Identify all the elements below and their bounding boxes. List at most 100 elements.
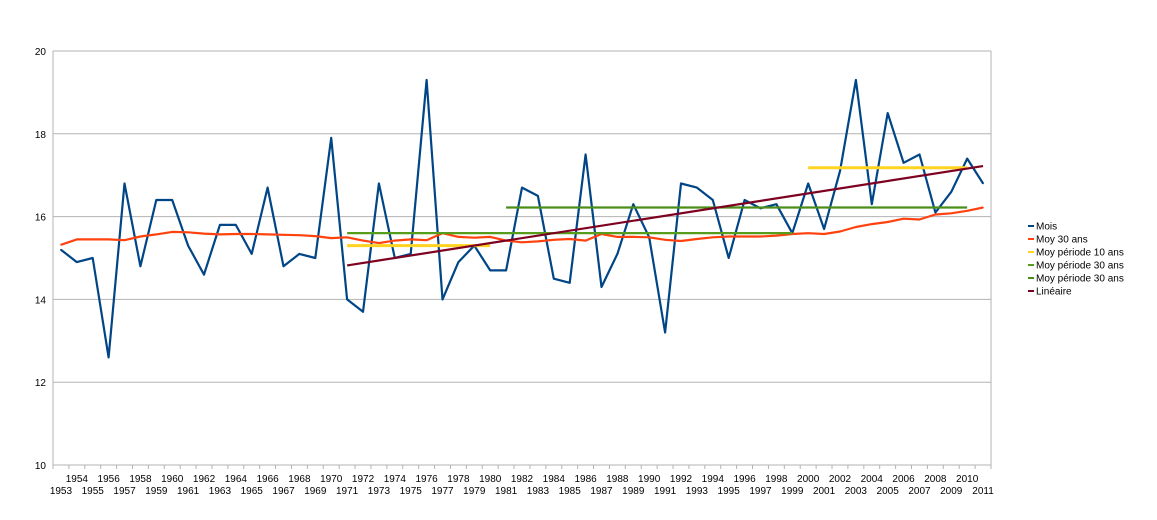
data-point xyxy=(155,199,158,201)
plot-area xyxy=(60,78,985,359)
x-tick-label: 1985 xyxy=(559,486,582,497)
data-point xyxy=(568,238,571,240)
data-point xyxy=(775,203,778,205)
data-point xyxy=(855,226,857,228)
x-tick-label: 2001 xyxy=(813,486,836,497)
data-point xyxy=(934,213,937,216)
data-point xyxy=(91,257,94,259)
data-point xyxy=(982,182,984,185)
data-point xyxy=(616,253,619,255)
data-point xyxy=(600,286,603,288)
y-tick-label: 20 xyxy=(35,47,47,58)
x-tick-label: 1962 xyxy=(193,474,216,485)
y-tick-label: 14 xyxy=(35,295,47,306)
data-point xyxy=(155,233,158,236)
x-tick-label: 1976 xyxy=(415,474,438,485)
data-point xyxy=(282,234,285,236)
data-point xyxy=(664,331,666,334)
data-point xyxy=(680,240,682,242)
data-point xyxy=(775,234,778,237)
data-point xyxy=(107,356,110,359)
data-point xyxy=(346,236,348,239)
data-point xyxy=(91,238,94,241)
data-point xyxy=(489,236,492,238)
x-tick-label: 1982 xyxy=(511,474,534,485)
x-tick-label: 1957 xyxy=(113,486,136,497)
x-tick-label: 1964 xyxy=(225,474,248,485)
x-tick-label: 1992 xyxy=(670,474,693,485)
axes xyxy=(52,51,992,469)
data-point xyxy=(409,238,412,241)
data-point xyxy=(823,228,825,230)
data-point xyxy=(314,235,317,237)
data-point xyxy=(727,257,730,259)
data-point xyxy=(489,269,492,272)
data-point xyxy=(250,253,253,255)
data-point xyxy=(235,224,237,226)
x-tick-label: 1996 xyxy=(733,474,756,485)
x-tick-label: 1960 xyxy=(161,474,184,485)
data-point xyxy=(203,232,205,235)
x-tick-label: 1977 xyxy=(431,486,454,497)
y-tick-labels: 10 12 14 16 18 20 xyxy=(35,47,47,472)
x-tick-label: 2004 xyxy=(861,474,884,485)
data-point xyxy=(521,241,523,244)
data-point xyxy=(568,282,571,284)
data-point xyxy=(552,238,555,241)
data-point xyxy=(632,236,635,238)
data-point xyxy=(696,186,698,189)
x-tick-label: 1988 xyxy=(606,474,629,485)
data-point xyxy=(187,244,189,247)
x-tick-label: 1998 xyxy=(765,474,788,485)
data-point xyxy=(870,203,873,205)
x-tick-label: 1956 xyxy=(98,474,121,485)
data-point xyxy=(282,265,285,268)
x-tick-label: 1987 xyxy=(590,486,613,497)
data-point xyxy=(537,195,539,197)
x-tick-label: 1995 xyxy=(718,486,741,497)
legend-entry: Linéaire xyxy=(1036,287,1072,298)
data-point xyxy=(171,231,174,233)
x-tick-label: 1983 xyxy=(527,486,550,497)
x-tick-label: 1961 xyxy=(177,486,200,497)
data-point xyxy=(648,236,650,239)
x-tick-label: 1979 xyxy=(463,486,486,497)
legend-entry: Moy période 30 ans xyxy=(1036,261,1124,272)
x-tick-label: 1955 xyxy=(82,486,105,497)
x-tick-label: 1986 xyxy=(574,474,597,485)
x-tick-label: 1959 xyxy=(145,486,168,497)
data-point xyxy=(839,230,841,233)
x-tick-label: 2010 xyxy=(956,474,979,485)
data-point xyxy=(743,199,746,201)
x-tick-label: 1991 xyxy=(654,486,677,497)
data-point xyxy=(727,235,730,238)
legend-entry: Moy période 30 ans xyxy=(1036,274,1124,285)
data-point xyxy=(759,235,762,238)
x-tick-label: 1970 xyxy=(320,474,343,485)
x-tick-label: 1999 xyxy=(781,486,804,497)
data-point xyxy=(966,210,968,212)
data-point xyxy=(505,269,507,272)
x-tick-label: 2003 xyxy=(845,486,868,497)
x-tick-label: 1967 xyxy=(272,486,295,497)
x-tick-label: 1972 xyxy=(352,474,375,485)
data-point xyxy=(711,199,714,201)
data-point xyxy=(235,233,237,235)
data-point xyxy=(139,265,142,268)
data-point xyxy=(886,112,889,114)
data-point xyxy=(441,298,444,301)
x-tick-label: 1954 xyxy=(66,474,89,485)
x-tick-label: 1993 xyxy=(686,486,709,497)
x-tick-label: 1981 xyxy=(495,486,518,497)
legend: Mois Moy 30 ans Moy période 10 ans Moy péri… xyxy=(1028,222,1124,298)
data-point xyxy=(298,234,301,237)
data-point xyxy=(330,237,333,239)
x-tick-label: 1958 xyxy=(129,474,152,485)
x-tick-label: 2005 xyxy=(877,486,900,497)
data-point xyxy=(425,79,428,81)
x-tick-label: 1994 xyxy=(702,474,725,485)
data-point xyxy=(203,273,205,276)
data-point xyxy=(680,182,682,185)
